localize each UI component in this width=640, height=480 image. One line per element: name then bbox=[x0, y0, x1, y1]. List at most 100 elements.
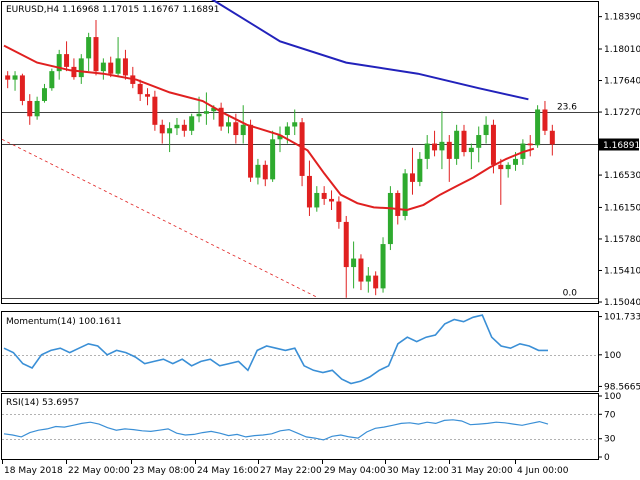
candle-body bbox=[122, 58, 128, 76]
ma-fast-line bbox=[3, 44, 535, 212]
candle-body bbox=[211, 107, 217, 112]
price-tick-label: 1.16530 bbox=[604, 171, 640, 181]
candle-body bbox=[395, 192, 401, 216]
candle-body bbox=[152, 96, 158, 125]
candle-body bbox=[240, 124, 246, 136]
candle-body bbox=[314, 192, 320, 208]
candle-body bbox=[542, 109, 548, 131]
x-tick-label: 27 May 22:00 bbox=[260, 466, 322, 476]
price-tick-label: 1.18390 bbox=[604, 13, 640, 23]
x-tick-label: 30 May 12:00 bbox=[387, 466, 449, 476]
candle-body bbox=[527, 143, 533, 146]
price-tick-label: 1.18010 bbox=[604, 45, 640, 55]
candle-body bbox=[86, 37, 92, 59]
candle-body bbox=[498, 164, 504, 170]
rsi-tick-label: 100 bbox=[604, 392, 621, 402]
candle-body bbox=[255, 164, 261, 178]
fib-label: 0.0 bbox=[563, 289, 578, 299]
price-chart-title: EURUSD,H4 1.16968 1.17015 1.16767 1.1689… bbox=[6, 5, 219, 15]
momentum-tick-label: 100 bbox=[604, 351, 621, 361]
candle-body bbox=[115, 58, 121, 74]
candle-body bbox=[181, 124, 187, 131]
candle-body bbox=[387, 192, 393, 245]
price-layer: 23.6 0.0 bbox=[1, 0, 598, 299]
candle-body bbox=[270, 139, 276, 180]
candle-body bbox=[41, 88, 47, 101]
rsi-tick-label: 30 bbox=[604, 435, 616, 445]
candle-body bbox=[189, 116, 195, 131]
trend-line bbox=[1, 138, 319, 299]
candle-body bbox=[167, 128, 173, 134]
rsi-tick-label: 0 bbox=[604, 453, 610, 463]
candle-body bbox=[373, 275, 379, 289]
candle-body bbox=[306, 175, 312, 208]
candle-body bbox=[365, 275, 371, 282]
candle-body bbox=[461, 130, 467, 153]
x-tick-label: 23 May 08:00 bbox=[133, 466, 195, 476]
price-tick-label: 1.16150 bbox=[604, 203, 640, 213]
momentum-tick-label: 101.7334 bbox=[604, 313, 640, 323]
price-tick-label: 1.15410 bbox=[604, 266, 640, 276]
candle-body bbox=[490, 124, 496, 165]
price-tick-label: 1.15040 bbox=[604, 298, 640, 308]
candle-body bbox=[49, 71, 55, 89]
x-tick-label: 29 May 04:00 bbox=[324, 466, 386, 476]
momentum-line bbox=[3, 314, 548, 385]
candle-body bbox=[476, 135, 482, 148]
candle-body bbox=[277, 135, 283, 140]
candle-body bbox=[233, 122, 239, 136]
fib-label: 23.6 bbox=[557, 103, 577, 113]
axis-layer: 1.18390 1.18010 1.17640 1.17270 1.16530 1.161… bbox=[2, 13, 640, 476]
candle-body bbox=[513, 158, 519, 165]
candle-body bbox=[19, 75, 25, 101]
candle-body bbox=[292, 122, 298, 127]
candle-body bbox=[505, 164, 511, 170]
candle-body bbox=[439, 141, 445, 151]
candle-body bbox=[446, 141, 452, 159]
candle-body bbox=[203, 111, 209, 114]
candle-body bbox=[71, 66, 77, 78]
candle-body bbox=[64, 54, 70, 67]
current-price-box bbox=[599, 138, 639, 151]
candle-body bbox=[380, 244, 386, 289]
rsi-line bbox=[3, 419, 549, 441]
candle-body bbox=[174, 124, 180, 129]
candle-body bbox=[145, 94, 151, 97]
candle-body bbox=[12, 75, 18, 80]
price-tick-label: 1.17270 bbox=[604, 108, 640, 118]
candle-body bbox=[409, 173, 415, 182]
ma-slow-line bbox=[211, 0, 529, 101]
candle-body bbox=[284, 126, 290, 136]
candle-body bbox=[432, 143, 438, 151]
momentum-layer bbox=[2, 314, 598, 385]
x-tick-label: 4 Jun 00:00 bbox=[517, 466, 569, 476]
candle-body bbox=[549, 130, 555, 145]
candle-body bbox=[34, 100, 40, 117]
rsi-layer bbox=[2, 414, 598, 441]
candle-body bbox=[56, 54, 62, 72]
x-tick-label: 18 May 2018 bbox=[4, 466, 63, 476]
candle-body bbox=[483, 124, 489, 136]
candle-body bbox=[137, 83, 143, 95]
candle-body bbox=[321, 192, 327, 199]
candle-body bbox=[424, 143, 430, 159]
candle-body bbox=[108, 62, 114, 74]
candle-body bbox=[27, 100, 33, 117]
momentum-tick-label: 98.5665 bbox=[604, 382, 640, 392]
x-tick-label: 31 May 20:00 bbox=[451, 466, 513, 476]
candle-body bbox=[196, 113, 202, 117]
x-tick-label: 24 May 16:00 bbox=[197, 466, 259, 476]
rsi-title: RSI(14) 53.6957 bbox=[6, 398, 79, 408]
momentum-pane bbox=[1, 311, 599, 392]
candle-body bbox=[299, 122, 305, 176]
candle-body bbox=[329, 198, 335, 202]
candle-body bbox=[535, 109, 541, 146]
candle-body bbox=[351, 258, 357, 268]
candle-body bbox=[336, 201, 342, 222]
rsi-pane bbox=[1, 393, 599, 460]
x-tick-label: 22 May 00:00 bbox=[68, 466, 130, 476]
candle-body bbox=[100, 62, 106, 72]
candle-body bbox=[262, 164, 268, 180]
price-tick-label: 1.15780 bbox=[604, 235, 640, 245]
